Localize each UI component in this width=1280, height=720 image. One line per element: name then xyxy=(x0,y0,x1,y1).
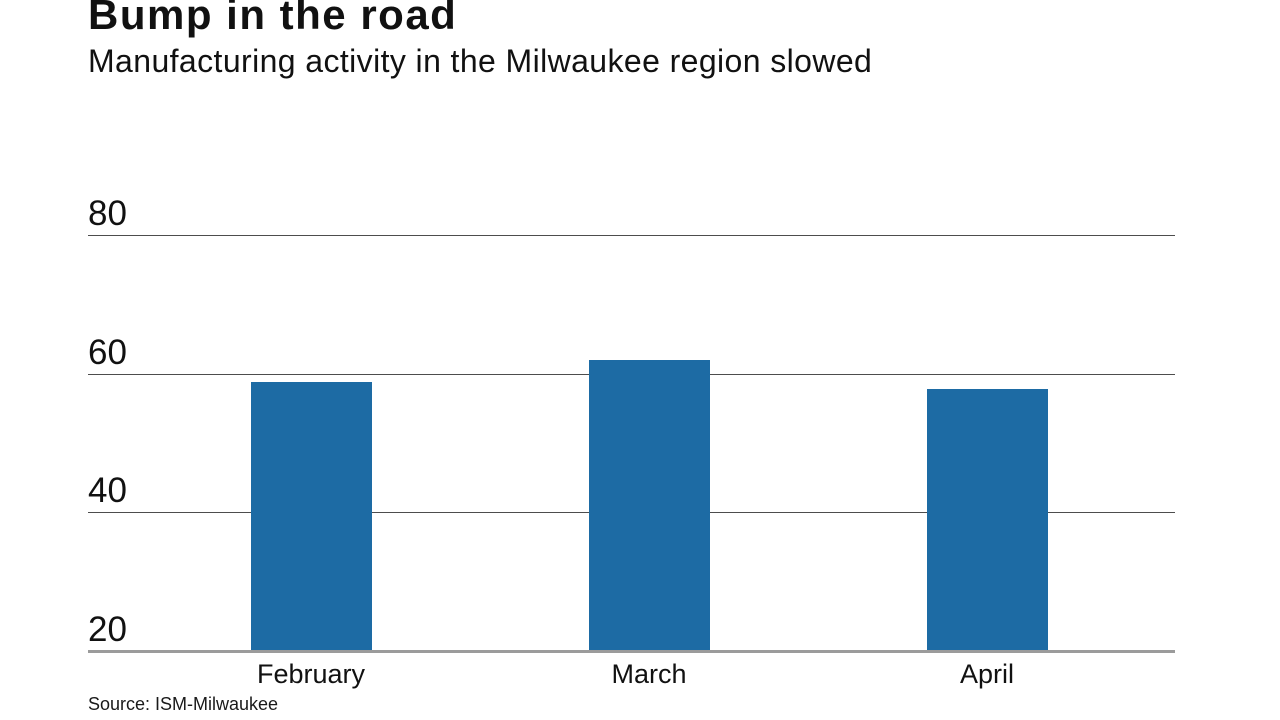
ytick-label-80: 80 xyxy=(88,194,127,233)
xtick-label-february: February xyxy=(256,659,366,689)
chart-title: Bump in the road xyxy=(88,0,458,38)
ytick-label-40: 40 xyxy=(88,471,127,510)
ytick-label-20: 20 xyxy=(88,610,127,649)
gridline-80 xyxy=(88,235,1175,236)
xtick-label-march: March xyxy=(611,659,687,689)
bar-february xyxy=(251,382,372,650)
x-axis-baseline xyxy=(88,650,1175,653)
xtick-label-april: April xyxy=(959,659,1014,689)
source-note: Source: ISM-Milwaukee xyxy=(88,694,279,714)
ytick-label-60: 60 xyxy=(88,333,127,372)
bar-april xyxy=(927,389,1048,650)
bar-march xyxy=(589,360,710,650)
chart-subtitle: Manufacturing activity in the Milwaukee … xyxy=(88,43,873,79)
